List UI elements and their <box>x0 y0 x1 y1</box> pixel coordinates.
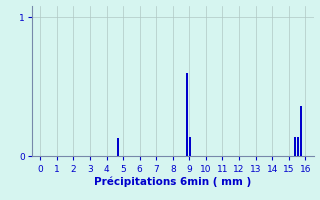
Bar <box>293 137 296 156</box>
Bar <box>297 137 299 156</box>
Bar <box>117 138 119 156</box>
X-axis label: Précipitations 6min ( mm ): Précipitations 6min ( mm ) <box>94 177 252 187</box>
Bar <box>189 137 191 156</box>
Bar <box>186 73 188 156</box>
Bar <box>300 106 302 156</box>
